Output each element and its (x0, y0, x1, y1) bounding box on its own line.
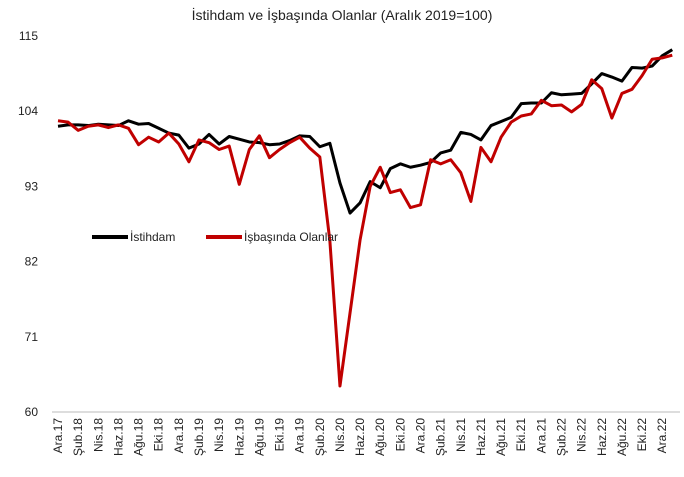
x-tick-label: Nis.18 (91, 418, 105, 452)
x-tick-label: Ağu.20 (373, 418, 387, 456)
line-series (57, 53, 673, 388)
x-tick-label: Ara.17 (51, 418, 65, 454)
x-tick-label: Haz.20 (353, 418, 367, 456)
x-tick-label: Şub.22 (555, 418, 569, 456)
chart-title: İstihdam ve İşbaşında Olanlar (Aralık 20… (192, 6, 493, 23)
x-tick-label: Ara.20 (414, 418, 428, 454)
x-tick-label: Eki.20 (393, 418, 407, 452)
x-tick-label: Haz.18 (111, 418, 125, 456)
x-tick-label: Ara.18 (172, 418, 186, 454)
y-tick-label: 71 (25, 330, 39, 344)
legend-label: İstihdam (130, 230, 175, 244)
x-tick-label: Şub.20 (313, 418, 327, 456)
x-tick-label: Şub.19 (192, 418, 206, 456)
y-tick-label: 93 (25, 179, 39, 193)
y-tick-label: 60 (25, 405, 39, 419)
y-tick-label: 82 (25, 255, 39, 269)
x-tick-label: Eki.22 (635, 418, 649, 452)
x-tick-label: Nis.21 (454, 418, 468, 452)
x-tick-label: Ağu.18 (132, 418, 146, 456)
y-tick-label: 104 (18, 104, 38, 118)
x-tick-label: Şub.21 (434, 418, 448, 456)
x-tick-label: Ağu.19 (252, 418, 266, 456)
x-tick-label: Haz.22 (595, 418, 609, 456)
x-tick-label: Ara.22 (655, 418, 669, 454)
x-tick-label: Haz.21 (474, 418, 488, 456)
x-tick-label: Ağu.22 (615, 418, 629, 456)
x-tick-label: Nis.19 (212, 418, 226, 452)
x-tick-label: Ağu.21 (494, 418, 508, 456)
line-series (57, 48, 674, 215)
x-tick-label: Nis.20 (333, 418, 347, 452)
x-tick-label: Ara.19 (293, 418, 307, 454)
legend-label: İşbaşında Olanlar (244, 230, 338, 244)
x-tick-label: Şub.18 (71, 418, 85, 456)
x-tick-label: Eki.18 (152, 418, 166, 452)
x-tick-label: Nis.22 (575, 418, 589, 452)
x-tick-label: Haz.19 (232, 418, 246, 456)
x-tick-label: Ara.21 (534, 418, 548, 454)
y-tick-label: 115 (19, 29, 38, 43)
x-tick-label: Eki.21 (514, 418, 528, 452)
x-tick-label: Eki.19 (273, 418, 287, 452)
